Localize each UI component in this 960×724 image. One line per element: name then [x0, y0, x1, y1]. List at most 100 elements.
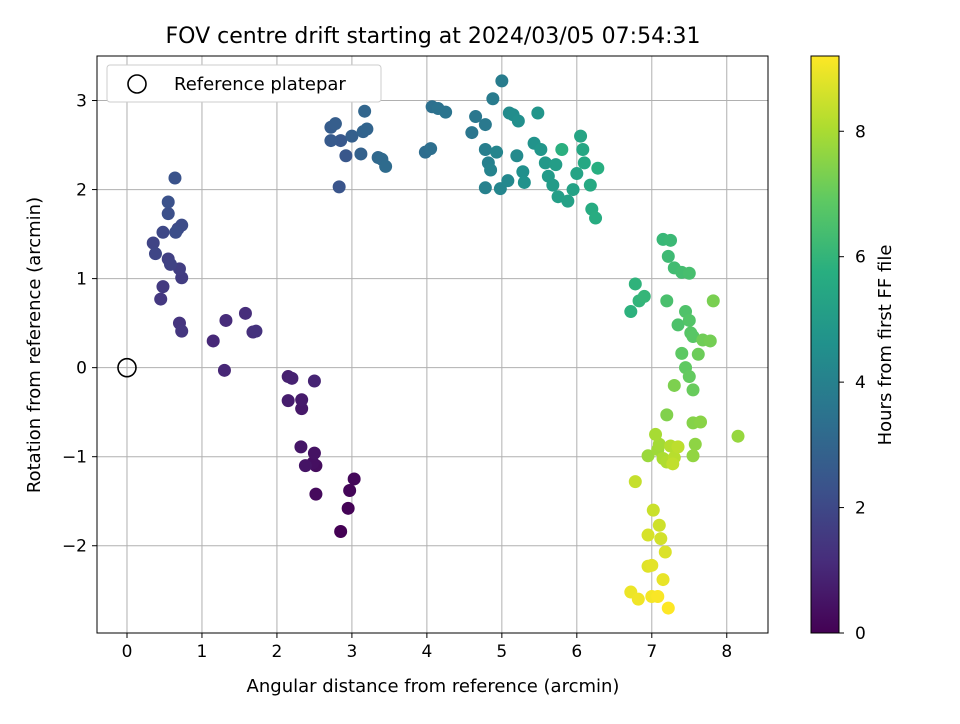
- data-point: [146, 236, 160, 250]
- chart-title: FOV centre drift starting at 2024/03/05 …: [166, 24, 701, 49]
- data-point: [570, 167, 584, 181]
- data-point: [478, 118, 492, 132]
- data-point: [341, 501, 355, 515]
- data-point: [154, 292, 168, 306]
- data-point: [298, 459, 312, 473]
- colorbar-tick-label: 4: [855, 373, 866, 393]
- y-tick-label: 1: [76, 270, 87, 290]
- data-point: [649, 427, 663, 441]
- x-tick-label: 2: [272, 642, 283, 662]
- data-point: [660, 408, 674, 422]
- x-tick-label: 3: [346, 642, 357, 662]
- y-axis-label: Rotation from reference (arcmin): [24, 197, 45, 493]
- data-point: [424, 142, 438, 156]
- y-tick-label: −2: [62, 537, 87, 557]
- data-point: [339, 149, 353, 163]
- colorbar-tick-label: 2: [855, 499, 866, 519]
- data-point: [486, 92, 500, 106]
- x-tick-label: 0: [122, 642, 133, 662]
- data-point: [168, 171, 182, 185]
- data-point: [295, 393, 309, 407]
- data-point: [654, 532, 668, 546]
- data-point: [651, 589, 665, 603]
- colorbar-label: Hours from first FF file: [875, 245, 896, 446]
- data-point: [238, 306, 252, 320]
- colorbar-ticks: 0 2 4 6 8: [839, 122, 866, 644]
- data-point: [332, 180, 346, 194]
- colorbar-tick-label: 6: [855, 248, 866, 268]
- data-point: [576, 142, 590, 156]
- data-point: [511, 114, 525, 128]
- data-point: [688, 437, 702, 451]
- data-point: [583, 178, 597, 192]
- data-point: [531, 106, 545, 120]
- data-point: [591, 161, 605, 175]
- x-tick-label: 8: [721, 642, 732, 662]
- data-point: [478, 181, 492, 195]
- data-point: [682, 313, 696, 327]
- data-point: [328, 117, 342, 131]
- data-point: [281, 394, 295, 408]
- data-point: [631, 592, 645, 606]
- data-point: [219, 313, 233, 327]
- data-point: [307, 374, 321, 388]
- data-point: [285, 371, 299, 385]
- legend-marker: [127, 74, 147, 94]
- colorbar-tick-label: 0: [855, 624, 866, 644]
- data-point: [249, 324, 263, 338]
- data-point: [307, 446, 321, 460]
- data-point: [577, 156, 591, 170]
- data-point: [628, 277, 642, 291]
- x-tick-label: 5: [496, 642, 507, 662]
- x-tick-label: 1: [197, 642, 208, 662]
- data-point: [641, 449, 655, 463]
- data-point: [309, 487, 323, 501]
- data-point: [345, 129, 359, 143]
- data-point: [703, 334, 717, 348]
- x-axis-label: Angular distance from reference (arcmin): [247, 676, 620, 697]
- data-point: [163, 257, 177, 271]
- data-point: [551, 190, 565, 204]
- y-tick-label: 3: [76, 92, 87, 112]
- data-point: [465, 126, 479, 140]
- x-tick-label: 6: [571, 642, 582, 662]
- y-axis-ticks: −2 −1 0 1 2 3: [62, 92, 97, 557]
- reference-platepar-marker: [117, 357, 137, 378]
- data-point: [206, 334, 220, 348]
- data-point: [691, 347, 705, 361]
- data-point: [686, 383, 700, 397]
- data-point: [343, 484, 357, 498]
- data-point: [660, 294, 674, 308]
- data-point: [658, 545, 672, 559]
- data-point: [156, 280, 170, 294]
- data-point: [652, 437, 666, 451]
- data-point: [706, 294, 720, 308]
- data-point: [671, 318, 685, 332]
- data-point: [664, 233, 678, 247]
- data-point: [354, 147, 368, 161]
- data-point: [682, 370, 696, 384]
- data-point: [495, 74, 509, 88]
- data-point: [156, 225, 170, 239]
- data-point: [148, 247, 162, 261]
- data-point: [175, 324, 189, 338]
- data-point: [490, 145, 504, 159]
- y-tick-label: 0: [76, 359, 87, 379]
- data-point: [656, 573, 670, 587]
- data-point: [516, 165, 530, 179]
- data-point: [334, 134, 348, 148]
- legend-box: [106, 64, 382, 103]
- y-tick-label: 2: [76, 181, 87, 201]
- data-point: [439, 105, 453, 119]
- colorbar: [810, 55, 840, 634]
- data-point: [294, 440, 308, 454]
- x-tick-label: 4: [421, 642, 432, 662]
- data-point: [534, 142, 548, 156]
- data-point: [161, 195, 175, 209]
- data-point: [549, 158, 563, 172]
- data-point: [661, 601, 675, 615]
- y-tick-label: −1: [62, 448, 87, 468]
- data-point: [538, 156, 552, 170]
- data-point: [666, 457, 680, 471]
- data-point: [574, 129, 588, 143]
